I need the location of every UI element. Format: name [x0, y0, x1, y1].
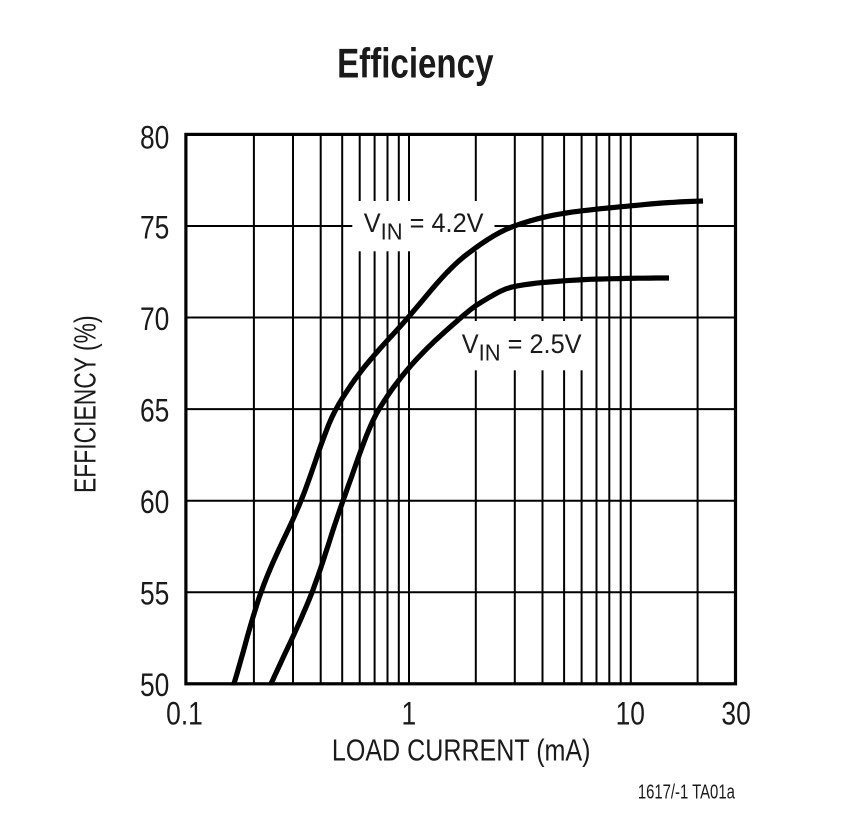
svg-text:65: 65 — [140, 393, 169, 429]
svg-text:50: 50 — [140, 668, 169, 704]
svg-text:Efficiency: Efficiency — [337, 40, 493, 87]
svg-text:0.1: 0.1 — [166, 696, 203, 732]
svg-text:75: 75 — [140, 210, 169, 246]
svg-text:55: 55 — [140, 576, 169, 612]
svg-text:70: 70 — [140, 301, 169, 337]
svg-text:10: 10 — [616, 696, 645, 732]
svg-text:LOAD CURRENT (mA): LOAD CURRENT (mA) — [332, 733, 591, 767]
svg-text:1617/-1 TA01a: 1617/-1 TA01a — [638, 780, 735, 803]
svg-text:30: 30 — [721, 696, 750, 732]
svg-text:1: 1 — [401, 696, 416, 732]
svg-text:80: 80 — [140, 120, 169, 156]
svg-text:EFFICIENCY (%): EFFICIENCY (%) — [68, 315, 102, 493]
svg-text:60: 60 — [140, 485, 169, 521]
